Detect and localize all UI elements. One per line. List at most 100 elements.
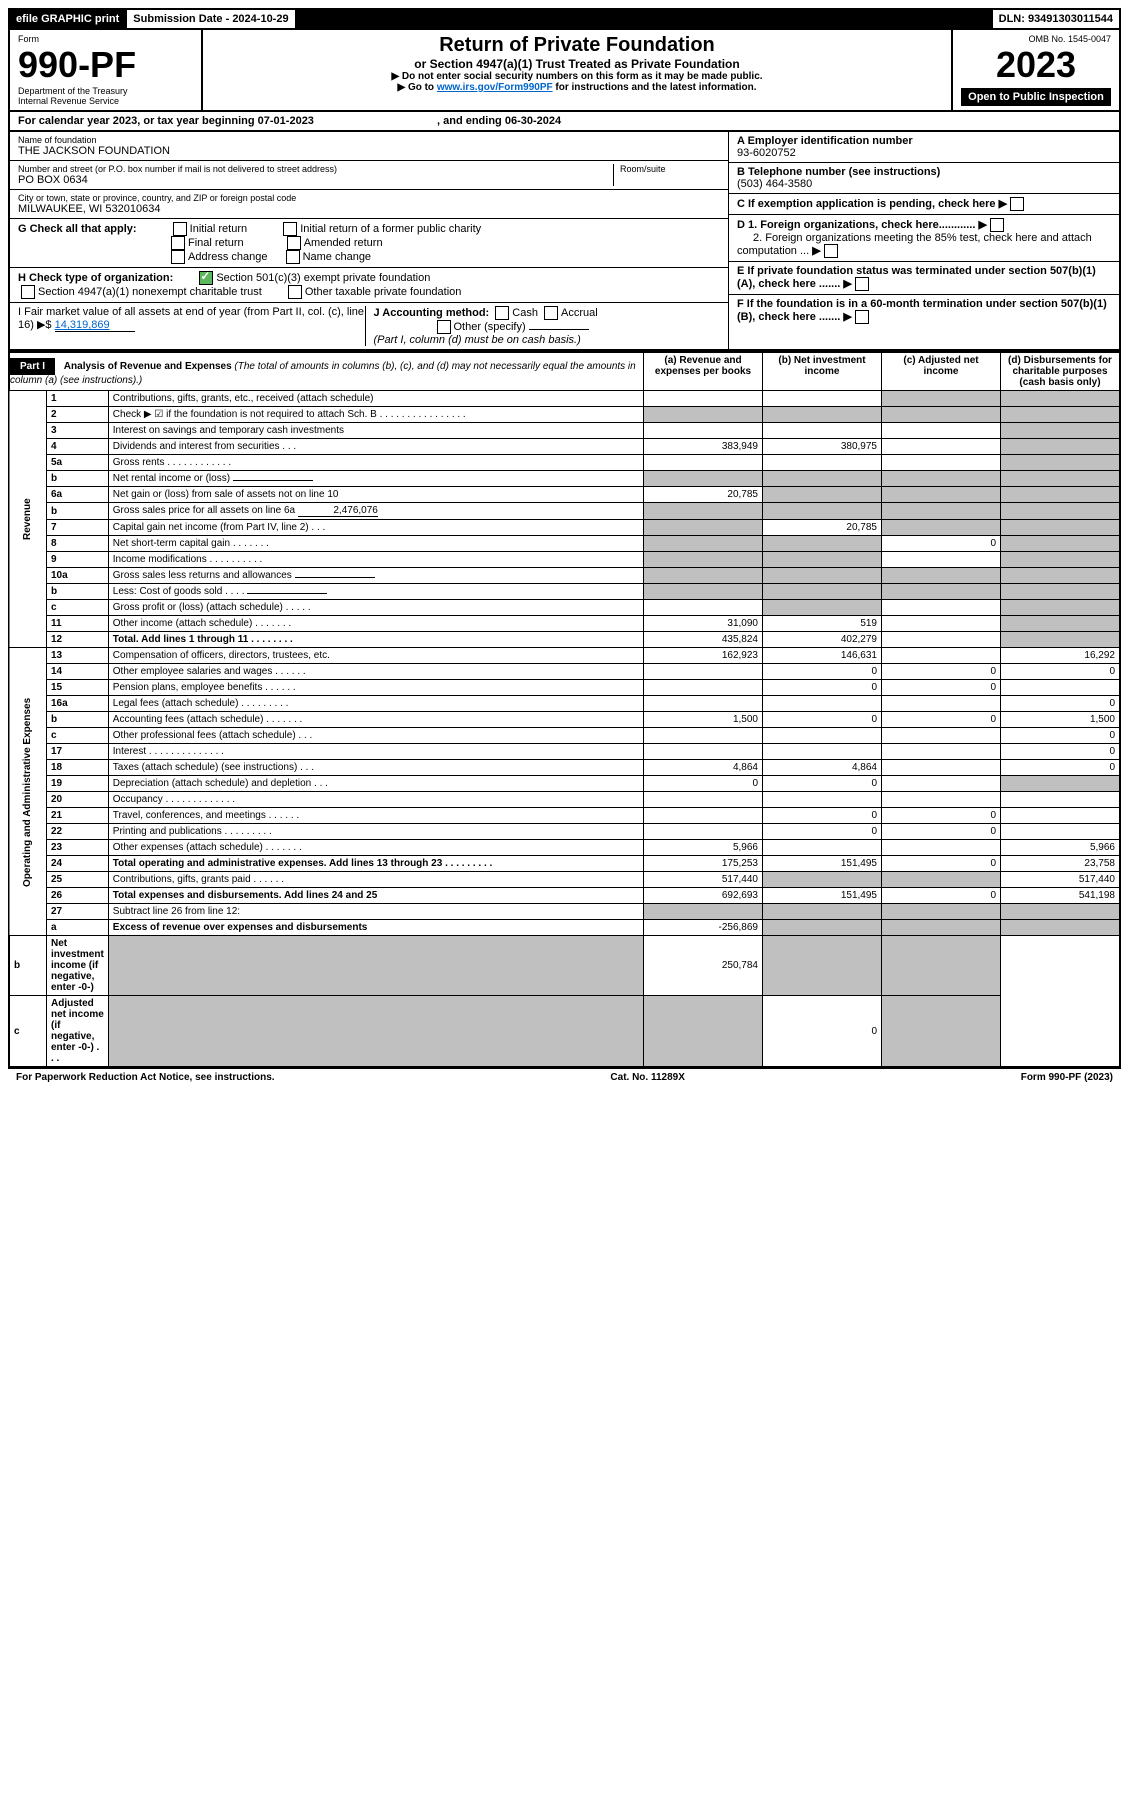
table-row: 11Other income (attach schedule) . . . .… bbox=[9, 616, 1120, 632]
efile-label[interactable]: efile GRAPHIC print bbox=[10, 10, 127, 28]
f-checkbox[interactable] bbox=[855, 310, 869, 324]
cell-d bbox=[882, 996, 1001, 1068]
cell-c: 0 bbox=[882, 536, 1001, 552]
cell-a: 162,923 bbox=[644, 648, 763, 664]
cell-d bbox=[1001, 536, 1121, 552]
other-taxable-checkbox[interactable] bbox=[288, 285, 302, 299]
d2-checkbox[interactable] bbox=[824, 244, 838, 258]
accrual-checkbox[interactable] bbox=[544, 306, 558, 320]
cell-b bbox=[763, 904, 882, 920]
table-row: 7Capital gain net income (from Part IV, … bbox=[9, 520, 1120, 536]
dln: DLN: 93491303011544 bbox=[993, 10, 1119, 28]
cell-b bbox=[763, 584, 882, 600]
d1-checkbox[interactable] bbox=[990, 218, 1004, 232]
c-checkbox[interactable] bbox=[1010, 197, 1024, 211]
cell-d bbox=[1001, 487, 1121, 503]
amended-return-checkbox[interactable] bbox=[287, 236, 301, 250]
cell-d bbox=[1001, 616, 1121, 632]
cell-c: 0 bbox=[882, 824, 1001, 840]
cell-d bbox=[1001, 632, 1121, 648]
table-row: bAccounting fees (attach schedule) . . .… bbox=[9, 712, 1120, 728]
table-row: 25Contributions, gifts, grants paid . . … bbox=[9, 872, 1120, 888]
cell-d bbox=[1001, 568, 1121, 584]
e-checkbox[interactable] bbox=[855, 277, 869, 291]
cell-c bbox=[882, 455, 1001, 471]
cell-a bbox=[644, 503, 763, 520]
cell-c bbox=[882, 872, 1001, 888]
line-number: 19 bbox=[47, 776, 109, 792]
final-return-checkbox[interactable] bbox=[171, 236, 185, 250]
501c3-checkbox[interactable] bbox=[199, 271, 213, 285]
table-row: 15Pension plans, employee benefits . . .… bbox=[9, 680, 1120, 696]
cell-c bbox=[882, 920, 1001, 936]
form-header: Form 990-PF Department of the Treasury I… bbox=[8, 30, 1121, 112]
table-row: 4Dividends and interest from securities … bbox=[9, 439, 1120, 455]
cell-c bbox=[882, 552, 1001, 568]
foundation-address: PO BOX 0634 bbox=[18, 174, 613, 186]
cell-c bbox=[882, 760, 1001, 776]
table-row: aExcess of revenue over expenses and dis… bbox=[9, 920, 1120, 936]
fmv-value[interactable]: 14,319,869 bbox=[55, 319, 135, 332]
cell-b: 146,631 bbox=[763, 648, 882, 664]
line-description: Travel, conferences, and meetings . . . … bbox=[108, 808, 643, 824]
form-title: Return of Private Foundation bbox=[211, 34, 943, 57]
table-row: 6aNet gain or (loss) from sale of assets… bbox=[9, 487, 1120, 503]
initial-return-checkbox[interactable] bbox=[173, 222, 187, 236]
cell-b bbox=[763, 455, 882, 471]
line-description: Check ▶ ☑ if the foundation is not requi… bbox=[108, 407, 643, 423]
table-row: bGross sales price for all assets on lin… bbox=[9, 503, 1120, 520]
line-description: Gross sales price for all assets on line… bbox=[108, 503, 643, 520]
cell-d: 517,440 bbox=[1001, 872, 1121, 888]
cell-d: 0 bbox=[1001, 760, 1121, 776]
cell-b bbox=[763, 744, 882, 760]
cell-d bbox=[882, 936, 1001, 996]
cell-a bbox=[644, 584, 763, 600]
table-row: 17Interest . . . . . . . . . . . . . .0 bbox=[9, 744, 1120, 760]
table-row: bLess: Cost of goods sold . . . . bbox=[9, 584, 1120, 600]
table-row: 2Check ▶ ☑ if the foundation is not requ… bbox=[9, 407, 1120, 423]
form-link[interactable]: www.irs.gov/Form990PF bbox=[437, 82, 553, 93]
4947-checkbox[interactable] bbox=[21, 285, 35, 299]
cell-c bbox=[882, 423, 1001, 439]
cell-a bbox=[644, 664, 763, 680]
cell-c: 0 bbox=[882, 664, 1001, 680]
d2-label: 2. Foreign organizations meeting the 85%… bbox=[737, 232, 1092, 257]
cell-a: 517,440 bbox=[644, 872, 763, 888]
cell-b bbox=[644, 996, 763, 1068]
line-number: 6a bbox=[47, 487, 109, 503]
city-label: City or town, state or province, country… bbox=[18, 193, 720, 203]
table-row: 23Other expenses (attach schedule) . . .… bbox=[9, 840, 1120, 856]
cell-a bbox=[644, 600, 763, 616]
cell-a bbox=[644, 824, 763, 840]
foundation-city: MILWAUKEE, WI 532010634 bbox=[18, 203, 720, 215]
d1-label: D 1. Foreign organizations, check here..… bbox=[737, 219, 975, 231]
cell-a: 435,824 bbox=[644, 632, 763, 648]
cell-a bbox=[644, 696, 763, 712]
line-number: 16a bbox=[47, 696, 109, 712]
name-change-checkbox[interactable] bbox=[286, 250, 300, 264]
phone-label: B Telephone number (see instructions) bbox=[737, 166, 940, 178]
cell-d: 541,198 bbox=[1001, 888, 1121, 904]
cell-d bbox=[1001, 824, 1121, 840]
cell-a bbox=[644, 680, 763, 696]
line-number: 20 bbox=[47, 792, 109, 808]
address-change-checkbox[interactable] bbox=[171, 250, 185, 264]
cell-a: 383,949 bbox=[644, 439, 763, 455]
other-method-checkbox[interactable] bbox=[437, 320, 451, 334]
line-number: b bbox=[47, 584, 109, 600]
form-label: Form bbox=[18, 34, 193, 44]
table-row: 18Taxes (attach schedule) (see instructi… bbox=[9, 760, 1120, 776]
line-description: Total expenses and disbursements. Add li… bbox=[108, 888, 643, 904]
cash-checkbox[interactable] bbox=[495, 306, 509, 320]
cell-b bbox=[763, 503, 882, 520]
cell-d bbox=[1001, 439, 1121, 455]
cell-a: 20,785 bbox=[644, 487, 763, 503]
room-label: Room/suite bbox=[620, 164, 720, 174]
phone-value: (503) 464-3580 bbox=[737, 178, 812, 190]
initial-former-checkbox[interactable] bbox=[283, 222, 297, 236]
cell-a: -256,869 bbox=[644, 920, 763, 936]
cell-b: 151,495 bbox=[763, 888, 882, 904]
foundation-info: Name of foundation THE JACKSON FOUNDATIO… bbox=[8, 132, 1121, 351]
cell-a bbox=[108, 996, 643, 1068]
cell-c bbox=[882, 568, 1001, 584]
